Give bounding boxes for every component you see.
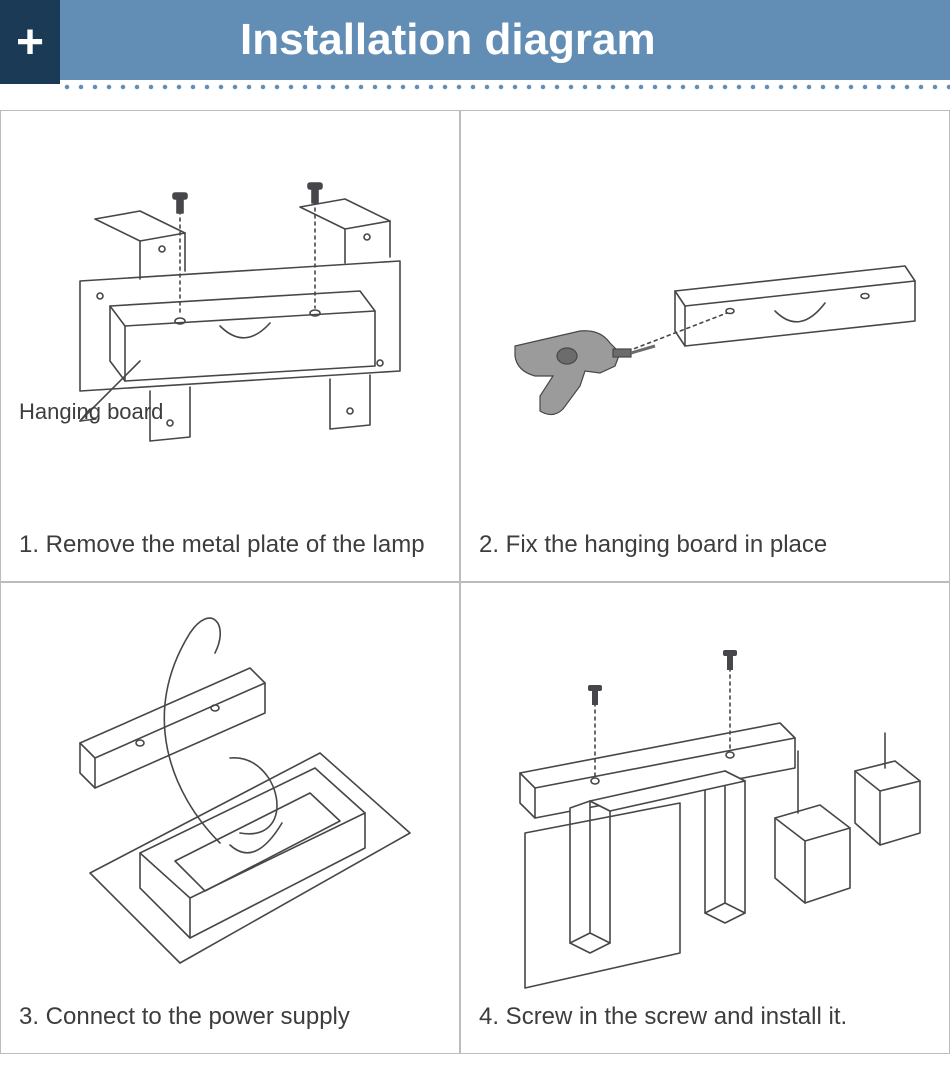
dotted-divider — [60, 84, 950, 90]
page-title: Installation diagram — [60, 0, 950, 80]
diagram-grid: Hanging board 1. Remove the metal plate … — [0, 110, 950, 1054]
step-2-diagram — [461, 111, 949, 531]
step-2-caption: 2. Fix the hanging board in place — [461, 531, 949, 581]
step-3-caption: 3. Connect to the power supply — [1, 1003, 459, 1053]
step-3-diagram — [1, 583, 459, 1003]
step-3-cell: 3. Connect to the power supply — [0, 582, 460, 1054]
step-1-cell: Hanging board 1. Remove the metal plate … — [0, 110, 460, 582]
hanging-board-label: Hanging board — [19, 399, 163, 425]
step-2-cell: 2. Fix the hanging board in place — [460, 110, 950, 582]
plus-icon: + — [0, 0, 60, 84]
step-1-diagram — [1, 111, 459, 531]
step-1-caption: 1. Remove the metal plate of the lamp — [1, 531, 459, 581]
step-4-diagram — [461, 583, 949, 1003]
step-4-cell: 4. Screw in the screw and install it. — [460, 582, 950, 1054]
header: + Installation diagram — [0, 0, 950, 84]
step-4-caption: 4. Screw in the screw and install it. — [461, 1003, 949, 1053]
